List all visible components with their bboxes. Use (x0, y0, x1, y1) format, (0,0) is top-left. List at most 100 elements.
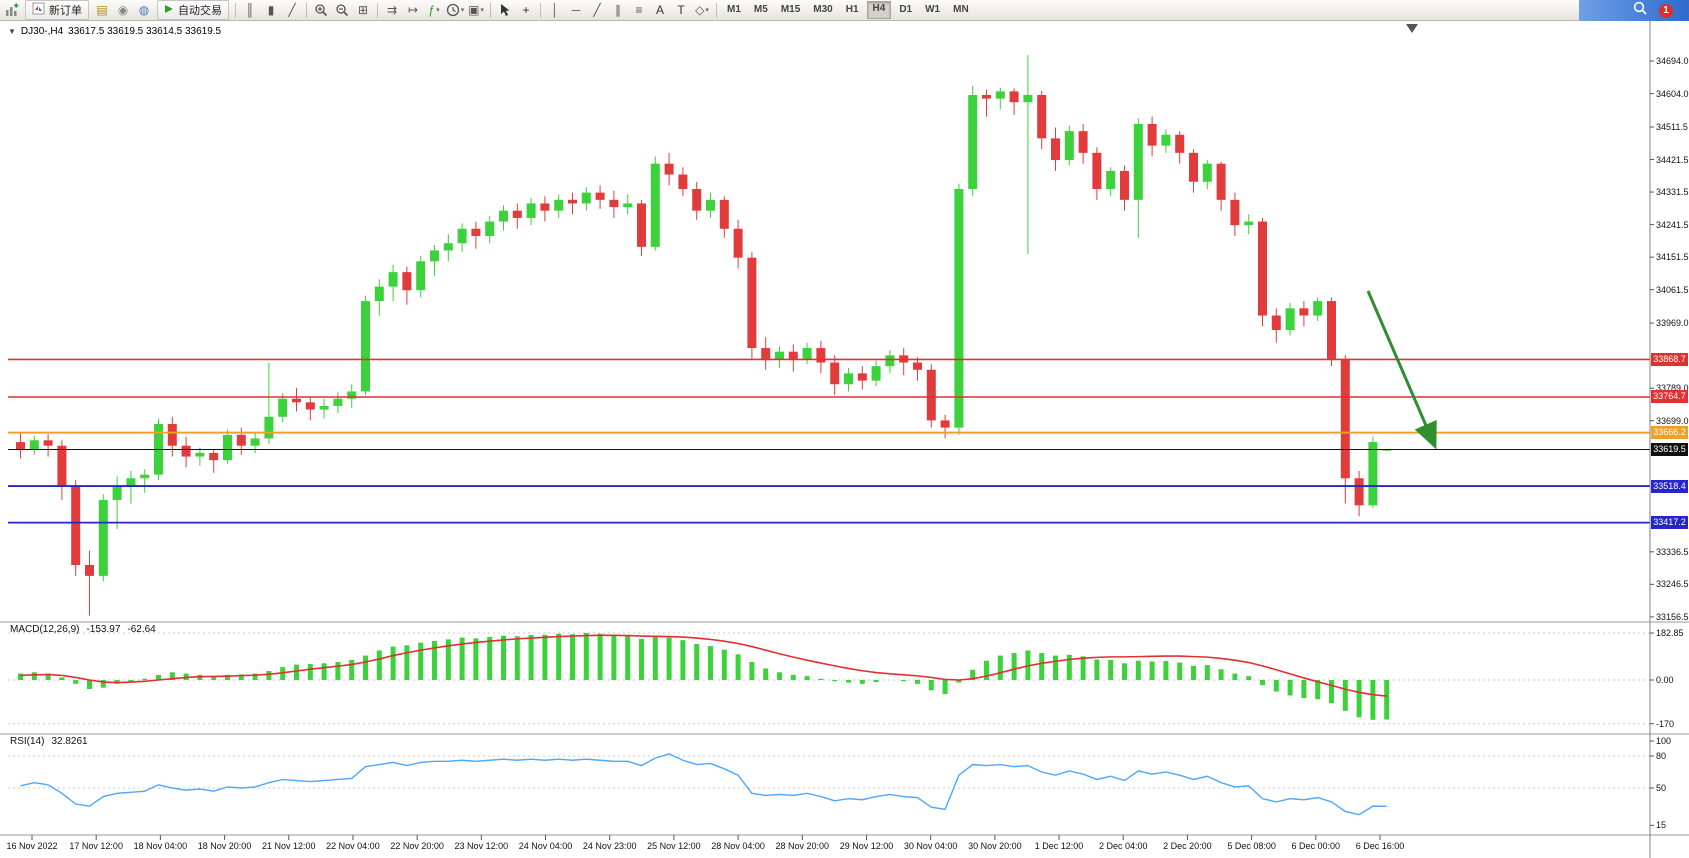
zoom-out-icon[interactable] (332, 1, 352, 19)
horizontal-line-icon[interactable]: ─ (571, 3, 581, 17)
label-icon[interactable]: T (677, 3, 685, 17)
candle-body (1313, 301, 1323, 316)
crosshair-icon[interactable]: + (522, 3, 530, 17)
timeframe-M1[interactable]: M1 (727, 4, 741, 15)
candle-body (250, 438, 260, 446)
candle-body (416, 261, 426, 291)
candle-body (816, 348, 826, 363)
candle-body (512, 210, 522, 218)
candle-body (747, 257, 757, 349)
toolbar-buttons: 新订单 ▤ ◉ ◍ 自动交易 ║ ▮ ╱ ⊞ ⇉ ↦ ƒ ▾ ▾ ▣ ▾ + │ ─ ╱ ∥ ≡ A T ◇ ▾ M1 M5 M15 M3… (2, 0, 975, 20)
candle-body (457, 228, 467, 244)
timeframe-MN[interactable]: MN (953, 4, 969, 15)
trendline-icon[interactable]: ╱ (593, 3, 601, 17)
timeframes-icon[interactable]: ▾ (445, 1, 465, 19)
candle-body (650, 163, 660, 247)
candle-body (471, 228, 481, 236)
candle-body (706, 199, 715, 211)
candle-body (913, 362, 922, 370)
toolbar-separator (377, 2, 378, 18)
vertical-line-icon[interactable]: │ (551, 3, 559, 17)
candle-body (85, 565, 94, 576)
text-icon[interactable]: A (655, 3, 664, 17)
candle-body (1299, 308, 1309, 316)
candle-body (526, 203, 536, 218)
chart-shift-icon[interactable]: ↦ (407, 3, 419, 17)
new-order-button-label: 新订单 (49, 5, 82, 17)
candle-body (609, 199, 619, 208)
timeframe-H4[interactable]: H4 (866, 1, 892, 19)
channel-icon[interactable]: ∥ (615, 3, 621, 17)
profiles-icon[interactable]: ▤ (96, 3, 108, 17)
candle-body (98, 499, 108, 576)
trend-arrow-annotation[interactable] (1366, 290, 1437, 450)
sounds-icon[interactable]: ◉ (117, 3, 129, 17)
candle-body (1023, 94, 1033, 103)
dropdown-arrow-icon[interactable]: ▾ (705, 7, 709, 14)
dropdown-arrow-icon[interactable]: ▾ (436, 7, 440, 14)
auto-trading-button[interactable]: 自动交易 (157, 0, 229, 20)
chart-shift-marker-icon (1406, 24, 1418, 33)
timeframe-M5[interactable]: M5 (753, 4, 768, 15)
candle-body (347, 391, 357, 399)
timeframe-M30[interactable]: M30 (813, 4, 833, 15)
candle-body (112, 485, 122, 500)
auto-scroll-icon[interactable]: ⇉ (386, 3, 398, 17)
candle-body (1120, 170, 1129, 200)
candle-body (1037, 94, 1047, 139)
fibonacci-icon[interactable]: ≡ (635, 3, 643, 17)
candle-body (402, 272, 412, 291)
candle-body (499, 210, 508, 222)
search-icon[interactable] (1633, 1, 1647, 20)
candle-body (443, 243, 453, 251)
candle-body (126, 478, 136, 486)
toolbar: 新订单 ▤ ◉ ◍ 自动交易 ║ ▮ ╱ ⊞ ⇉ ↦ ƒ ▾ ▾ ▣ ▾ + │ ─ ╱ ∥ ≡ A T ◇ ▾ M1 M5 M15 M3… (0, 0, 1689, 21)
zoom-in-icon[interactable] (311, 1, 331, 19)
candle-body (333, 398, 343, 406)
auto-trading-button-icon (164, 4, 174, 17)
notification-badge[interactable]: 1 (1659, 3, 1673, 18)
candle-body (623, 203, 633, 208)
globe-icon[interactable]: ◍ (138, 3, 150, 17)
ohlc-bars-icon[interactable]: ║ (245, 3, 255, 17)
candle-body (540, 203, 550, 211)
candle-body (788, 351, 798, 359)
candle-body (1354, 478, 1364, 506)
dropdown-arrow-icon[interactable]: ▾ (480, 7, 484, 14)
candle-body (1216, 163, 1226, 200)
new-order-button[interactable]: 新订单 (25, 0, 89, 20)
candle-body (844, 373, 853, 385)
candle-body (374, 286, 384, 302)
dropdown-arrow-icon[interactable]: ▾ (460, 7, 465, 14)
candlestick-icon[interactable]: ▮ (267, 3, 275, 17)
candle-body (1078, 131, 1088, 153)
timeframe-H1[interactable]: H1 (845, 4, 859, 15)
cursor-icon[interactable] (495, 1, 515, 19)
candle-body (1340, 358, 1350, 479)
candle-body (1230, 199, 1240, 226)
shapes-icon[interactable]: ◇ ▾ (695, 3, 709, 17)
candle-body (995, 91, 1005, 99)
candle-body (871, 366, 881, 381)
timeframe-D1[interactable]: D1 (899, 4, 913, 15)
tile-windows-icon[interactable]: ⊞ (357, 3, 369, 17)
timeframe-W1[interactable]: W1 (925, 4, 941, 15)
toolbar-separator (540, 2, 541, 18)
line-chart-icon[interactable]: ╱ (288, 3, 296, 17)
candle-body (278, 398, 288, 417)
candle-body (1092, 152, 1102, 189)
candle-body (1106, 170, 1116, 189)
indicators-icon[interactable]: ƒ ▾ (428, 3, 440, 17)
candle-body (1064, 131, 1074, 161)
candle-body (830, 362, 840, 385)
candle-body (292, 398, 301, 403)
templates-icon[interactable]: ▣ ▾ (468, 3, 484, 17)
timeframe-M15[interactable]: M15 (780, 4, 801, 15)
candle-body (775, 351, 784, 359)
new-chart-icon[interactable] (2, 1, 22, 19)
candle-body (926, 369, 936, 421)
candle-body (1051, 138, 1060, 161)
candle-body (71, 485, 81, 566)
candle-body (581, 192, 591, 204)
